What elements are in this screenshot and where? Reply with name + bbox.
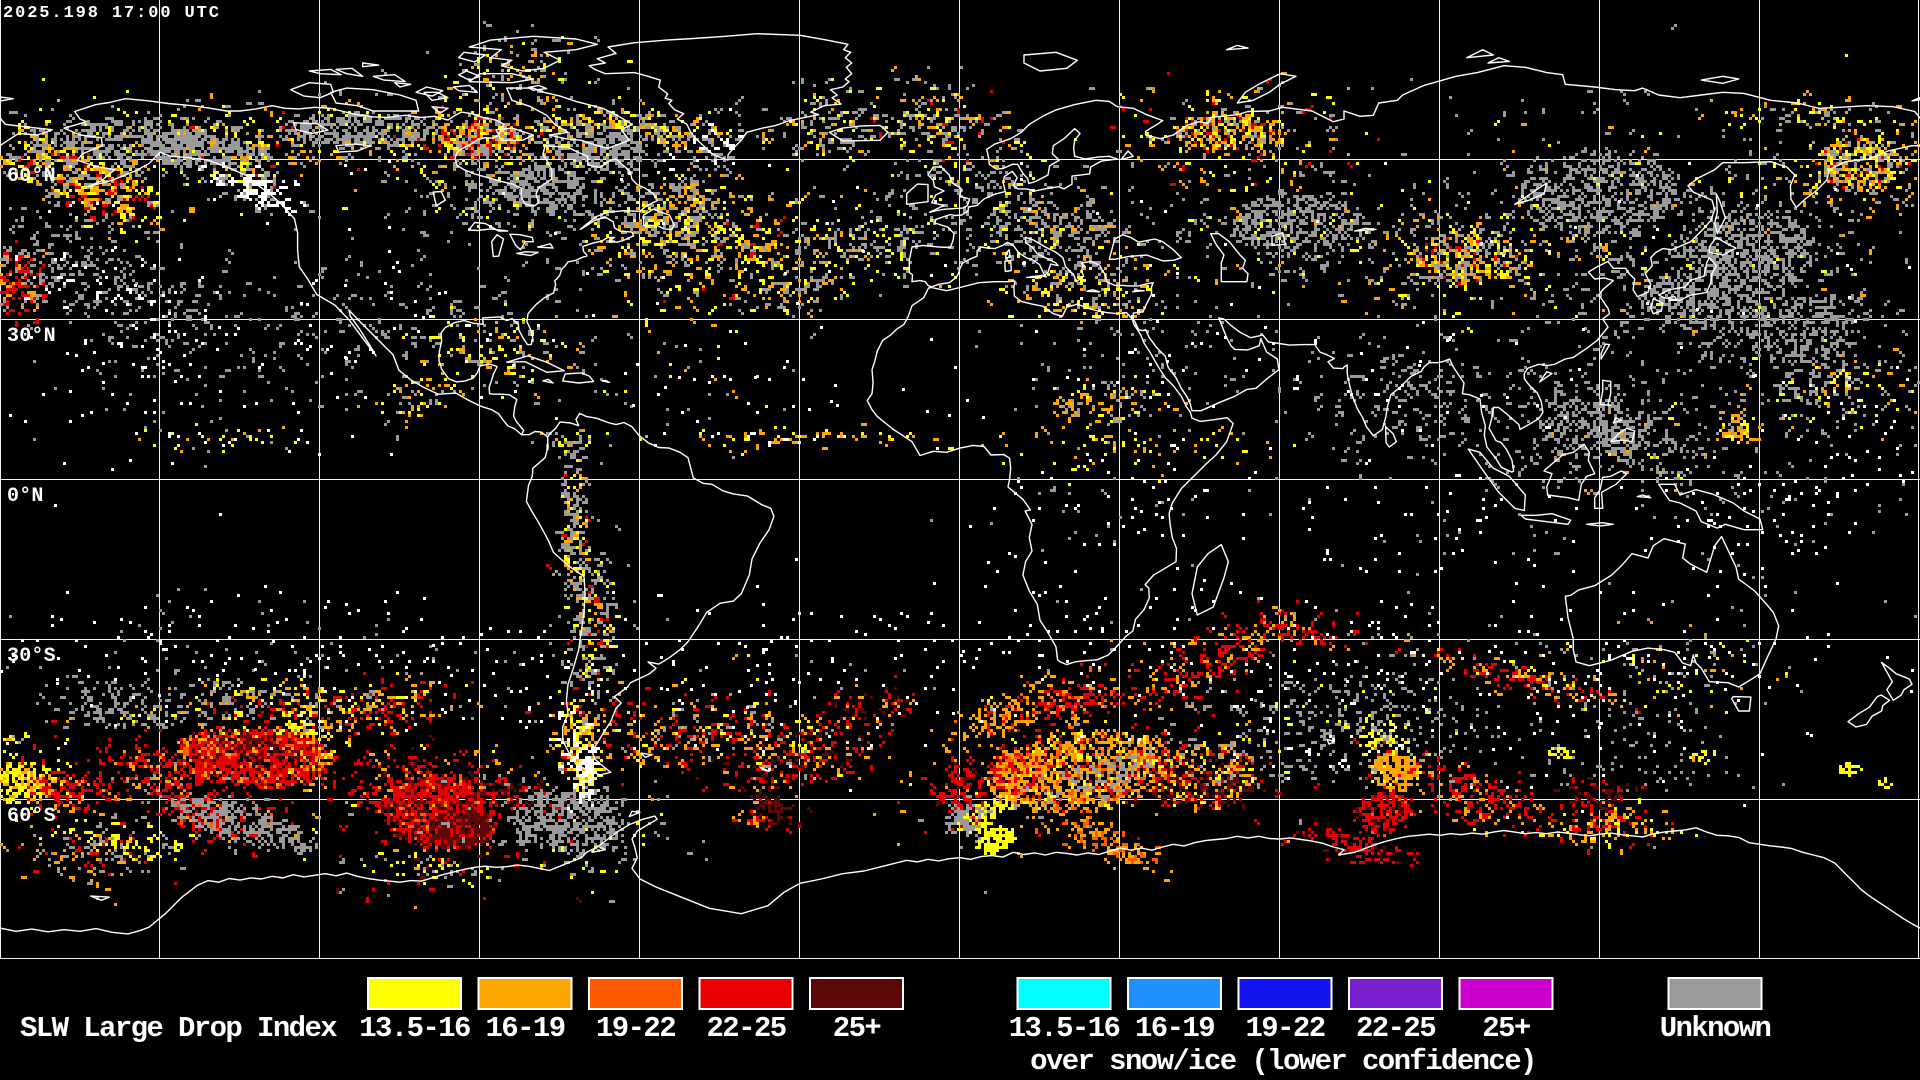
svg-text:SLW Large Drop Index: SLW Large Drop Index [20,1012,337,1045]
svg-text:13.5-16: 13.5-16 [1009,1012,1120,1045]
svg-text:16-19: 16-19 [1135,1012,1214,1045]
svg-text:13.5-16: 13.5-16 [359,1012,470,1045]
svg-text:19-22: 19-22 [1245,1012,1324,1045]
svg-text:19-22: 19-22 [596,1012,675,1045]
svg-text:30°N: 30°N [7,325,56,348]
svg-text:2025.198 17:00 UTC: 2025.198 17:00 UTC [3,4,221,23]
svg-text:0°N: 0°N [7,485,44,508]
svg-text:60°S: 60°S [7,805,56,828]
svg-text:16-19: 16-19 [485,1012,564,1045]
svg-text:25+: 25+ [833,1012,881,1045]
svg-text:25+: 25+ [1482,1012,1530,1045]
svg-text:over snow/ice (lower confidenc: over snow/ice (lower confidence) [1030,1045,1536,1078]
svg-text:22-25: 22-25 [1356,1012,1435,1045]
svg-text:30°S: 30°S [7,645,56,668]
svg-text:60°N: 60°N [7,165,56,188]
svg-text:Unknown: Unknown [1660,1012,1771,1045]
svg-text:22-25: 22-25 [706,1012,785,1045]
